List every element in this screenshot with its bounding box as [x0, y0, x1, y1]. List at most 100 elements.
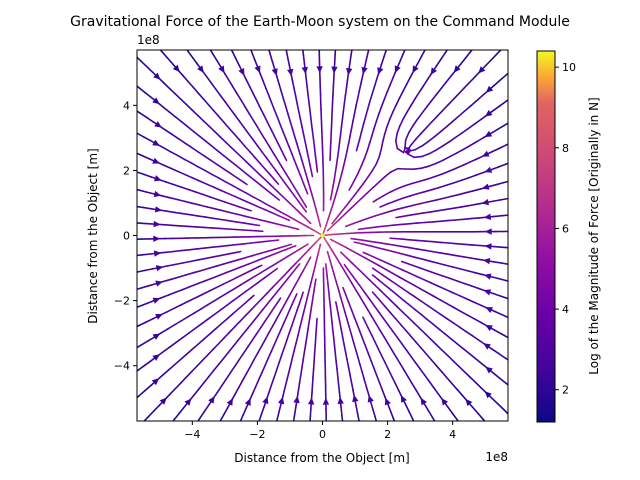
- streamline-segment: [516, 301, 523, 304]
- streamline-segment: [213, 110, 220, 118]
- streamline-segment: [391, 250, 401, 255]
- streamline-segment: [194, 191, 204, 196]
- streamline-segment: [109, 118, 116, 122]
- streamline-segment: [405, 279, 414, 286]
- streamline-segment: [452, 206, 463, 209]
- streamline-segment: [394, 140, 399, 150]
- streamline-segment: [227, 243, 237, 247]
- streamline-segment: [421, 6, 424, 13]
- streamline-segment: [357, 182, 365, 191]
- streamline-segment: [304, 336, 308, 346]
- streamline-segment: [298, 211, 306, 219]
- streamline-segment: [207, 313, 215, 321]
- streamline-segment: [347, 366, 351, 376]
- streamline-segment: [440, 370, 448, 379]
- streamline-segment: [432, 240, 442, 244]
- streamline-segment: [348, 470, 349, 478]
- streamline-segment: [435, 364, 443, 373]
- streamline-segment: [497, 403, 505, 411]
- streamline-segment: [525, 83, 531, 88]
- streamline-segment: [353, 34, 354, 42]
- streamline-segment: [302, 304, 307, 314]
- streamline-segment: [368, 93, 373, 103]
- streamline-segment: [269, 53, 274, 63]
- streamline-segment: [361, 370, 366, 381]
- streamline-segment: [212, 342, 220, 350]
- streamline-segment: [524, 398, 530, 403]
- streamline-segment: [350, 282, 357, 291]
- streamline-segment: [360, 192, 369, 200]
- streamline-segment: [350, 273, 357, 282]
- streamline-segment: [185, 103, 193, 111]
- streamline-segment: [234, 320, 242, 328]
- streamline-segment: [401, 0, 404, 5]
- streamline-segment: [371, 315, 377, 325]
- streamline-segment: [511, 118, 518, 122]
- streamline-segment: [277, 159, 283, 168]
- streamline-arrow: [316, 66, 323, 74]
- streamline-segment: [466, 314, 476, 320]
- streamline-segment: [402, 111, 408, 120]
- streamline-segment: [437, 208, 447, 212]
- streamline-segment: [415, 341, 423, 349]
- streamline-segment: [398, 214, 409, 218]
- streamline-segment: [331, 265, 335, 276]
- streamline-segment: [262, 80, 267, 90]
- streamline-segment: [197, 338, 205, 346]
- streamline-segment: [445, 120, 454, 128]
- streamline-segment: [303, 343, 307, 354]
- streamline-segment: [248, 113, 255, 122]
- streamline-segment: [107, 140, 114, 143]
- streamline-segment: [465, 298, 475, 303]
- streamline-segment: [286, 272, 294, 280]
- streamline-segment: [463, 282, 473, 287]
- streamline-segment: [229, 160, 238, 167]
- streamline-arrow: [226, 398, 233, 406]
- streamline-segment: [217, 164, 226, 171]
- streamline-segment: [283, 297, 289, 306]
- x-offset-label: 1e8: [485, 450, 508, 464]
- streamline-segment: [347, 301, 353, 311]
- streamline-segment: [370, 333, 376, 343]
- streamline-segment: [330, 187, 334, 197]
- streamline-segment: [556, 166, 564, 168]
- streamline-arrow: [394, 65, 401, 74]
- streamline-segment: [245, 365, 252, 375]
- streamline-segment: [297, 110, 302, 120]
- streamline-segment: [433, 309, 442, 316]
- streamline-segment: [213, 363, 220, 372]
- streamline-segment: [173, 412, 181, 420]
- streamline-segment: [404, 131, 410, 141]
- streamline-segment: [332, 336, 336, 347]
- streamline-segment: [279, 124, 285, 133]
- streamline-segment: [395, 216, 401, 219]
- streamline-segment: [244, 215, 254, 219]
- streamline-segment: [205, 442, 209, 449]
- streamline-segment: [389, 410, 395, 420]
- streamline-segment: [309, 432, 310, 440]
- streamline-arrow: [154, 206, 163, 213]
- streamline-segment: [191, 109, 199, 117]
- streamline-segment: [298, 201, 305, 210]
- streamline-segment: [299, 252, 307, 260]
- streamline-segment: [475, 445, 480, 451]
- streamline-segment: [431, 416, 436, 421]
- streamline-segment: [138, 189, 148, 193]
- streamline-segment: [408, 246, 418, 250]
- streamline-segment: [61, 286, 69, 288]
- streamline-segment: [260, 338, 267, 347]
- streamline-segment: [513, 282, 521, 284]
- streamline-segment: [309, 407, 312, 417]
- streamline-segment: [474, 381, 483, 389]
- streamline-segment: [327, 211, 332, 221]
- streamline-segment: [278, 354, 283, 364]
- streamline-segment: [565, 209, 573, 210]
- streamline-segment: [414, 145, 424, 151]
- streamline-segment: [375, 374, 381, 384]
- streamline-segment: [276, 0, 278, 4]
- streamline-segment: [284, 182, 291, 191]
- streamline-segment: [272, 280, 280, 288]
- streamline-segment: [300, 311, 305, 322]
- streamline-segment: [205, 255, 215, 260]
- streamline-segment: [454, 132, 463, 139]
